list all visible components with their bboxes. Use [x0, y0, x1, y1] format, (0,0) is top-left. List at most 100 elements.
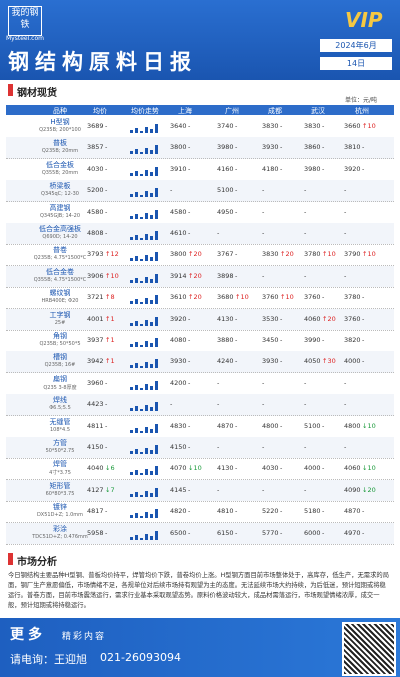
price-change: ↑20 — [188, 250, 202, 259]
price-change: - — [235, 464, 238, 473]
trend-bar — [145, 255, 148, 262]
price: 4160 — [217, 164, 234, 173]
trend-bar — [130, 130, 133, 133]
row-line — [6, 543, 394, 545]
product-spec: Q235 3-8厚度 — [43, 384, 77, 391]
price: 4610 — [170, 229, 187, 237]
price-change: - — [188, 378, 191, 387]
price-change: ↑20 — [322, 314, 336, 323]
price-change: - — [280, 464, 283, 473]
price: - — [262, 229, 265, 237]
price: 3880 — [217, 336, 234, 344]
price: 4001 — [87, 314, 104, 323]
price: 3937 — [87, 336, 104, 344]
footer-band — [0, 618, 400, 677]
trend-bar — [155, 338, 158, 347]
price-change: - — [105, 507, 108, 516]
trend-bar — [150, 514, 153, 519]
price: 6000 — [304, 528, 321, 537]
price: 3980 — [217, 143, 234, 152]
trend-bar — [130, 215, 133, 219]
price-change: - — [280, 528, 283, 537]
trend-bar — [150, 321, 153, 326]
trend-bar — [145, 148, 148, 155]
price-change: - — [235, 421, 238, 430]
price-change: - — [280, 314, 283, 323]
product-name: 无缝管 — [49, 417, 71, 426]
price: 3760 — [262, 293, 279, 302]
price: 3820 — [344, 336, 361, 344]
price: 3800 — [170, 143, 187, 152]
vip-badge: VIP — [345, 8, 383, 32]
trend-bar — [150, 300, 153, 305]
price-change: - — [235, 528, 238, 537]
trend-bar — [150, 214, 153, 219]
price-change: - — [188, 229, 191, 237]
trend-bar — [135, 213, 138, 219]
row-stripe — [6, 223, 394, 245]
trend-bar — [130, 429, 133, 433]
price: 3660 — [344, 122, 361, 130]
table-header-band — [6, 105, 394, 115]
row-line — [6, 500, 394, 502]
trend-bar — [145, 362, 148, 369]
row-line — [6, 329, 394, 331]
trend-bar — [155, 466, 158, 476]
trend-bar — [130, 322, 133, 326]
price-change: ↑10 — [235, 293, 249, 302]
price-change: - — [322, 464, 325, 473]
price-change: - — [362, 336, 365, 344]
product-spec: Q345GJB; 14-20 — [39, 212, 81, 219]
price-change: - — [105, 207, 108, 216]
trend-bar — [135, 513, 138, 519]
product-name: 桥梁板 — [49, 182, 71, 191]
product-name: 低合金卷 — [46, 267, 74, 276]
price: 4950 — [217, 207, 234, 216]
section-title: 市场分析 — [17, 557, 57, 568]
price-change: - — [188, 143, 191, 152]
price-change: - — [280, 357, 283, 366]
price: 6150 — [217, 528, 234, 537]
product-name: 焊管 — [53, 460, 67, 469]
trend-bar — [155, 188, 158, 198]
price: 3640 — [170, 122, 187, 130]
price: 3930 — [170, 357, 187, 366]
trend-bar — [135, 320, 138, 326]
price: 4060 — [344, 464, 361, 473]
trend-bar — [150, 193, 153, 198]
trend-bar — [130, 279, 133, 283]
price: 4580 — [87, 207, 104, 216]
price: 4130 — [217, 314, 234, 323]
section-marker — [8, 553, 13, 565]
price: 4070 — [170, 464, 187, 473]
price: 4970 — [344, 528, 361, 537]
trend-bar — [155, 530, 158, 540]
trend-bar — [155, 402, 158, 412]
price-change: ↑1 — [105, 314, 115, 323]
footer-more-sub: 精彩内容 — [62, 632, 107, 642]
row-stripe — [6, 308, 394, 330]
trend-bar — [150, 428, 153, 433]
trend-bar — [135, 299, 138, 305]
price: - — [344, 378, 347, 387]
product-name: 低合金高强板 — [39, 225, 81, 233]
price: - — [344, 229, 347, 237]
price-change: - — [322, 507, 325, 516]
price: - — [262, 271, 265, 280]
price-change: - — [188, 122, 191, 130]
product-name: 扁钢 — [53, 374, 67, 383]
price: 4000 — [304, 464, 321, 473]
price: 3960 — [87, 378, 104, 387]
price: 3680 — [217, 293, 234, 302]
price-change: - — [362, 314, 365, 323]
trend-bar — [140, 366, 143, 369]
price: - — [170, 400, 173, 409]
price: 3830 — [262, 122, 279, 130]
row-stripe — [6, 180, 394, 202]
trend-bar — [135, 384, 138, 390]
price-change: - — [322, 164, 325, 173]
trend-bar — [130, 151, 133, 155]
price: 3860 — [304, 143, 321, 152]
price: 4800 — [344, 421, 361, 430]
price-change: - — [235, 207, 238, 216]
